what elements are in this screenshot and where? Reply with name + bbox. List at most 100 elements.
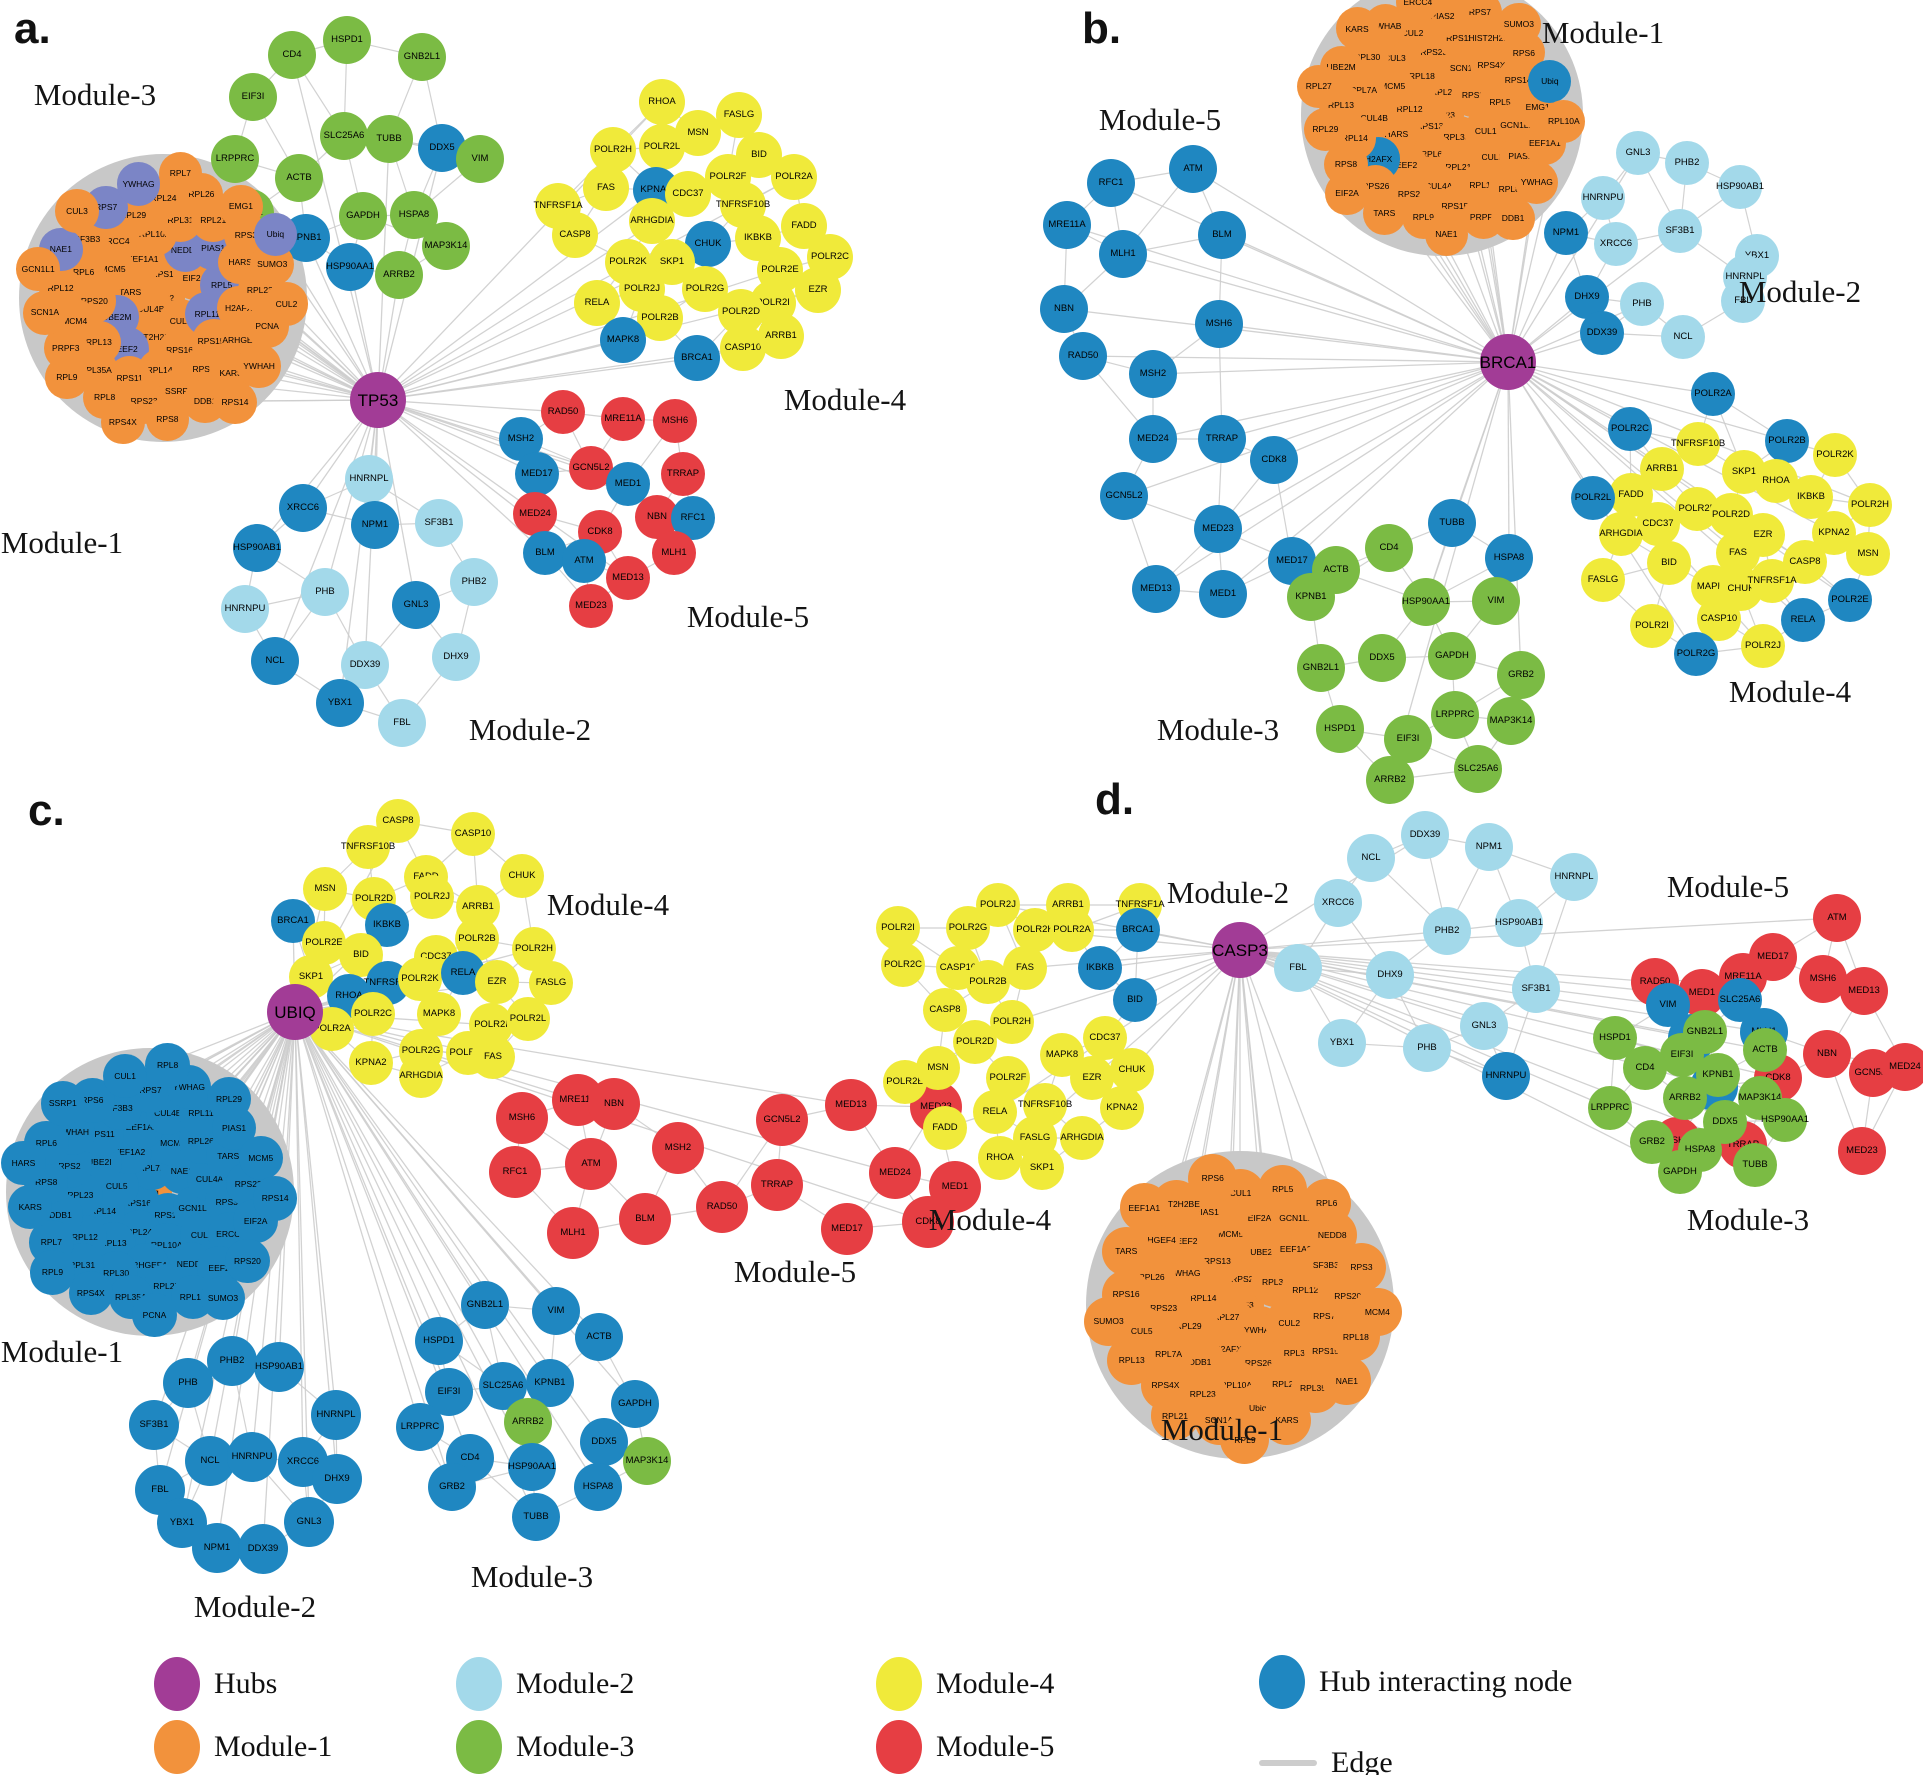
node-GAPDH[interactable]: GAPDH [611, 1380, 659, 1428]
node-MED13[interactable]: MED13 [825, 1079, 877, 1131]
node-HNRNPL[interactable]: HNRNPL [345, 455, 393, 503]
node-MED13[interactable]: MED13 [1132, 565, 1180, 613]
node-POLR2C[interactable]: POLR2C [881, 943, 925, 987]
node-NAE1[interactable]: NAE1 [1424, 213, 1468, 257]
node-NCL[interactable]: NCL [1661, 315, 1705, 359]
node-MED1[interactable]: MED1 [1199, 570, 1247, 618]
node-IKBKB[interactable]: IKBKB [1078, 946, 1122, 990]
node-MED23[interactable]: MED23 [569, 584, 613, 628]
node-SLC25A6[interactable]: SLC25A6 [1454, 745, 1502, 793]
node-ARHGDIA[interactable]: ARHGDIA [629, 198, 675, 244]
node-RAD50[interactable]: RAD50 [696, 1181, 748, 1233]
node-MSH2[interactable]: MSH2 [652, 1122, 704, 1174]
node-GRB2[interactable]: GRB2 [428, 1463, 476, 1511]
node-POLR2E[interactable]: POLR2E [1828, 578, 1872, 622]
node-NCL[interactable]: NCL [1347, 834, 1395, 882]
node-MSN[interactable]: MSN [303, 867, 347, 911]
node-TARS[interactable]: TARS [1101, 1226, 1151, 1276]
node-HSPD1[interactable]: HSPD1 [415, 1317, 463, 1365]
node-XRCC6[interactable]: XRCC6 [1314, 879, 1362, 927]
node-BLM[interactable]: BLM [619, 1193, 671, 1245]
node-MSH6[interactable]: MSH6 [653, 399, 697, 443]
node-HSP90AB1[interactable]: HSP90AB1 [233, 524, 281, 572]
node-GNB2L1[interactable]: GNB2L1 [398, 33, 446, 81]
node-POLR2L[interactable]: POLR2L [506, 997, 550, 1041]
node-CDC37[interactable]: CDC37 [1636, 502, 1680, 546]
node-RHOA[interactable]: RHOA [639, 79, 685, 125]
node-SCN1A[interactable]: SCN1A [23, 290, 67, 335]
node-VIM[interactable]: VIM [532, 1287, 580, 1335]
node-SUMO3[interactable]: SUMO3 [1497, 3, 1541, 47]
node-POLR2B[interactable]: POLR2B [1765, 419, 1809, 463]
node-EZR[interactable]: EZR [795, 267, 841, 313]
node-NPM1[interactable]: NPM1 [1465, 823, 1513, 871]
node-RFC1[interactable]: RFC1 [489, 1146, 541, 1198]
node-ARRB2[interactable]: ARRB2 [375, 251, 423, 299]
node-NCL[interactable]: NCL [251, 637, 299, 685]
node-CUL2[interactable]: CUL2 [264, 282, 309, 327]
node-POLR2G[interactable]: POLR2G [1674, 632, 1718, 676]
node-XRCC6[interactable]: XRCC6 [1594, 222, 1638, 266]
node-ARHGDIA[interactable]: ARHGDIA [399, 1054, 443, 1098]
node-GAPDH[interactable]: GAPDH [339, 192, 387, 240]
node-GCN5L2[interactable]: GCN5L2 [756, 1094, 808, 1146]
node-HNRNPL[interactable]: HNRNPL [311, 1390, 361, 1440]
node-TNFRSF10B[interactable]: TNFRSF10B [1671, 422, 1725, 466]
node-DDX5[interactable]: DDX5 [1703, 1100, 1747, 1144]
node-ATM[interactable]: ATM [1169, 145, 1217, 193]
node-TUBB[interactable]: TUBB [1733, 1143, 1777, 1187]
node-GAPDH[interactable]: GAPDH [1658, 1150, 1702, 1194]
node-ARHGDIA[interactable]: ARHGDIA [1599, 512, 1643, 556]
node-POLR2A[interactable]: POLR2A [771, 154, 817, 200]
node-MLH1[interactable]: MLH1 [652, 531, 696, 575]
node-NPM1[interactable]: NPM1 [1544, 211, 1588, 255]
node-MAP3K14[interactable]: MAP3K14 [623, 1437, 671, 1485]
node-RPS3[interactable]: RPS3 [1337, 1243, 1386, 1292]
node-GRB2[interactable]: GRB2 [1497, 651, 1545, 699]
node-CUL3[interactable]: CUL3 [55, 188, 99, 233]
node-EIF3I[interactable]: EIF3I [229, 73, 277, 121]
node-BLM[interactable]: BLM [1198, 211, 1246, 259]
node-NAE1[interactable]: NAE1 [1322, 1356, 1372, 1406]
node-HSP90AA1[interactable]: HSP90AA1 [1761, 1098, 1809, 1142]
node-RHOA[interactable]: RHOA [978, 1136, 1022, 1180]
node-LRPPRC[interactable]: LRPPRC [1431, 691, 1479, 739]
node-HSP90AB1[interactable]: HSP90AB1 [1495, 899, 1543, 947]
node-GAPDH[interactable]: GAPDH [1428, 632, 1476, 680]
node-CUL1[interactable]: CUL1 [102, 1054, 148, 1099]
node-BRCA1[interactable]: BRCA1 [1116, 908, 1160, 952]
node-HSP90AB1[interactable]: HSP90AB1 [254, 1342, 304, 1392]
node-RPS4X[interactable]: RPS4X [68, 1270, 113, 1316]
node-RELA[interactable]: RELA [1781, 598, 1825, 642]
node-TRRAP[interactable]: TRRAP [1198, 415, 1246, 463]
node-PHB[interactable]: PHB [301, 568, 349, 616]
node-TRRAP[interactable]: TRRAP [751, 1159, 803, 1211]
node-RPS8[interactable]: RPS8 [145, 397, 190, 442]
node-TRRAP[interactable]: TRRAP [661, 452, 705, 496]
node-NPM1[interactable]: NPM1 [351, 501, 399, 549]
node-SF3B1[interactable]: SF3B1 [1658, 209, 1702, 253]
node-RPS20[interactable]: RPS20 [225, 1239, 270, 1284]
node-SF3B1[interactable]: SF3B1 [1512, 965, 1560, 1013]
node-LRPPRC[interactable]: LRPPRC [1588, 1086, 1632, 1130]
node-MLH1[interactable]: MLH1 [547, 1207, 599, 1259]
node-RPL9[interactable]: RPL9 [1220, 1415, 1270, 1465]
node-HSP90AA1[interactable]: HSP90AA1 [1402, 578, 1450, 626]
node-CHUK[interactable]: CHUK [500, 854, 544, 898]
node-GCN5L2[interactable]: GCN5L2 [569, 446, 613, 490]
node-PHB2[interactable]: PHB2 [207, 1336, 257, 1386]
node-BLM[interactable]: BLM [523, 531, 567, 575]
node-MED23[interactable]: MED23 [1838, 1127, 1886, 1175]
node-RPL5[interactable]: RPL5 [1258, 1165, 1308, 1215]
node-DDX39[interactable]: DDX39 [238, 1524, 288, 1574]
node-SLC25A6[interactable]: SLC25A6 [320, 112, 368, 160]
node-BID[interactable]: BID [1647, 541, 1691, 585]
node-MRE11A[interactable]: MRE11A [601, 397, 645, 441]
node-BRCA1[interactable]: BRCA1 [674, 335, 720, 381]
node-ACTB[interactable]: ACTB [275, 154, 323, 202]
node-POLR2K[interactable]: POLR2K [1813, 433, 1857, 477]
node-RPS14[interactable]: RPS14 [253, 1176, 298, 1221]
node-NCL[interactable]: NCL [185, 1436, 235, 1486]
node-ARRB2[interactable]: ARRB2 [1366, 756, 1414, 804]
node-ARHGDIA[interactable]: ARHGDIA [1060, 1116, 1104, 1160]
